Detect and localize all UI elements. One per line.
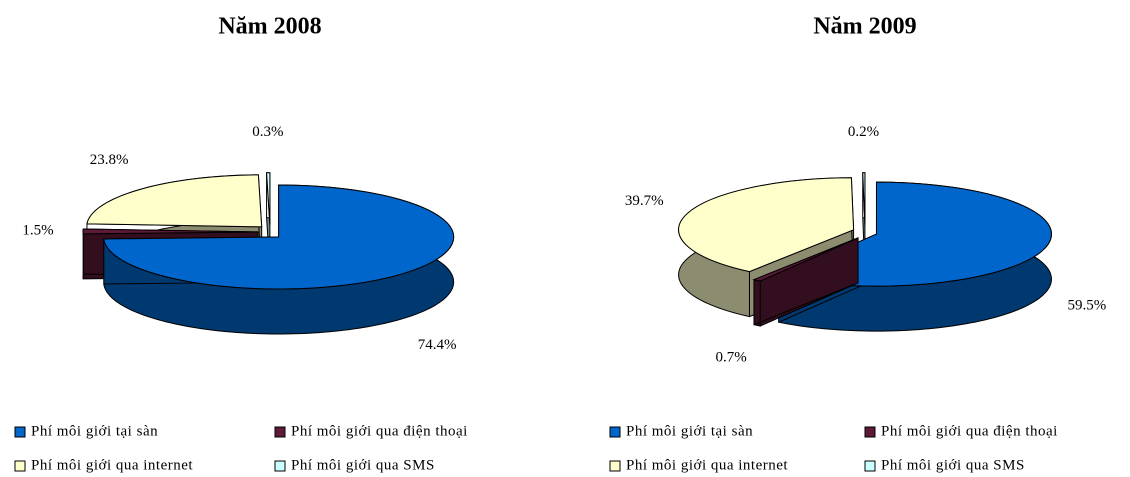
data-label: 59.5% [1067,297,1106,313]
data-label: 23.8% [90,152,129,168]
legend-label: Phí môi giới qua internet [31,457,193,473]
legend-label: Phí môi giới qua internet [626,457,788,473]
legend-swatch [609,426,621,438]
data-label: 0.2% [848,124,879,140]
data-label: 39.7% [625,193,664,209]
chart-title: Năm 2009 [813,14,916,40]
slice [678,177,855,273]
slice [82,228,259,235]
slice [752,237,859,282]
legend-swatch [14,460,26,472]
legend-swatch [14,426,26,438]
slice [103,184,455,290]
chart-title: Năm 2008 [218,14,321,40]
legend-label: Phí môi giới tại sàn [31,423,158,439]
legend-label: Phí môi giới tại sàn [626,423,753,439]
legend-swatch [864,426,876,438]
legend-swatch [609,460,621,472]
data-label: 0.3% [252,124,283,140]
data-label: 1.5% [22,223,53,239]
slice [862,172,866,225]
legend-swatch [274,460,286,472]
data-label: 0.7% [715,349,746,365]
legend-label: Phí môi giới qua điện thoại [291,423,468,439]
legend-label: Phí môi giới qua SMS [291,457,435,473]
slice [86,174,263,228]
legend-label: Phí môi giới qua SMS [881,457,1025,473]
legend-swatch [274,426,286,438]
slice [266,172,271,225]
data-label: 74.4% [418,337,457,353]
legend-label: Phí môi giới qua điện thoại [881,423,1058,439]
legend-swatch [864,460,876,472]
